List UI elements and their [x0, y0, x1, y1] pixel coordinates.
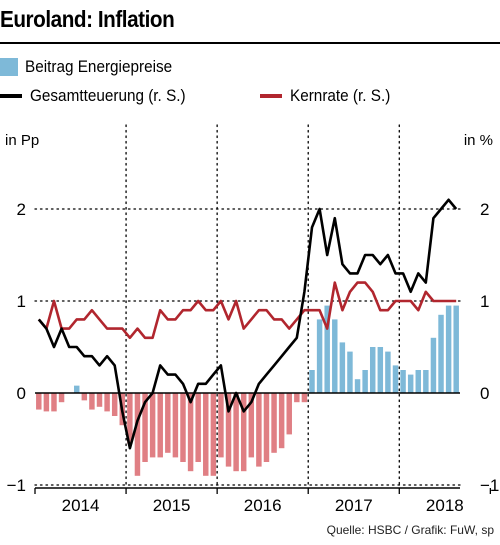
energy-bar: [385, 351, 391, 393]
y-left-tick-label: −1: [7, 476, 26, 495]
legend-label-core: Kernrate (r. S.): [290, 86, 391, 105]
y-left-tick-label: 2: [17, 200, 26, 219]
energy-bar: [248, 393, 255, 458]
source-note: Quelle: HSBC / Grafik: FuW, sp: [326, 523, 494, 537]
energy-bar: [195, 393, 201, 462]
energy-bar: [316, 319, 323, 393]
energy-bar: [256, 393, 262, 467]
legend-item-core: Kernrate (r. S.): [260, 84, 401, 108]
y-left-tick-label: 0: [17, 384, 26, 403]
energy-bar: [339, 342, 346, 393]
energy-bar: [233, 393, 239, 472]
energy-bar: [301, 393, 308, 403]
y-right-unit: in %: [464, 132, 493, 149]
energy-bar: [81, 393, 88, 401]
x-tick-label: 2016: [244, 496, 282, 515]
x-tick-label: 2017: [335, 496, 373, 515]
y-right-tick-label: 0: [480, 384, 489, 403]
energy-bar: [96, 393, 103, 407]
y-left-tick-label: 1: [17, 292, 26, 311]
legend-swatch-total: [0, 94, 22, 98]
energy-bar: [157, 393, 163, 458]
energy-bar: [180, 393, 186, 462]
y-right-tick-label: 2: [480, 200, 489, 219]
x-tick-label: 2015: [153, 496, 191, 515]
energy-bar: [104, 393, 110, 412]
energy-bar: [263, 393, 270, 462]
energy-bar: [43, 393, 50, 412]
energy-bar: [347, 351, 353, 393]
energy-bar: [111, 393, 118, 416]
energy-bar: [240, 393, 247, 472]
energy-bar: [362, 370, 368, 393]
energy-bar: [294, 393, 300, 403]
energy-bar: [453, 305, 459, 393]
energy-bar: [271, 393, 277, 453]
energy-bar: [332, 319, 338, 393]
legend-label-energy: Beitrag Energiepreise: [25, 57, 173, 76]
energy-bar: [324, 305, 330, 393]
energy-bar: [438, 314, 444, 393]
legend-swatch-energy: [0, 58, 18, 76]
axes: 2014 2015 2016 2017 2018 2 2 1 1 0 0 −1 −1 in Pp in %: [5, 132, 499, 515]
energy-bar: [58, 393, 65, 403]
energy-bar: [51, 393, 57, 412]
energy-bar: [430, 337, 437, 393]
x-tick-label: 2018: [426, 496, 464, 515]
energy-bar: [415, 370, 421, 393]
bars-energy: [36, 305, 459, 476]
energy-bar: [127, 393, 133, 444]
energy-bar: [423, 370, 429, 393]
energy-bar: [309, 370, 315, 393]
core-line: [37, 281, 457, 340]
grid: [34, 124, 461, 489]
energy-bar: [89, 393, 95, 410]
energy-bar: [36, 393, 42, 410]
energy-bar: [172, 393, 179, 458]
energy-bar: [407, 374, 414, 393]
energy-bar: [165, 393, 171, 453]
energy-bar: [278, 393, 285, 449]
energy-bar: [74, 385, 80, 393]
x-tick-label: 2014: [62, 496, 100, 515]
energy-bar: [286, 393, 292, 435]
energy-bar: [149, 393, 156, 458]
title-rule: [0, 42, 500, 44]
energy-bar: [142, 393, 148, 462]
legend-item-total: Gesamtteuerung (r. S.): [0, 84, 203, 108]
energy-bar: [400, 370, 406, 393]
y-left-unit: in Pp: [5, 132, 39, 149]
energy-bar: [187, 393, 194, 472]
legend-item-energy: Beitrag Energiepreise: [0, 55, 188, 79]
energy-bar: [218, 393, 224, 458]
energy-bar: [203, 393, 209, 476]
y-right-tick-label: 1: [480, 292, 489, 311]
legend-label-total: Gesamtteuerung (r. S.): [30, 86, 186, 105]
energy-bar: [354, 379, 361, 393]
chart-title: Euroland: Inflation: [0, 6, 175, 32]
energy-bar: [210, 393, 217, 476]
energy-bar: [445, 305, 452, 393]
energy-bar: [134, 393, 141, 476]
energy-bar: [377, 347, 384, 393]
energy-bar: [225, 393, 232, 467]
energy-bar: [369, 347, 376, 393]
legend-swatch-core: [260, 94, 282, 98]
chart-plot: 2014 2015 2016 2017 2018 2 2 1 1 0 0 −1 −1 in Pp in %: [5, 124, 499, 515]
lines: [37, 198, 458, 450]
total-line: [37, 198, 458, 450]
y-right-tick-label: −1: [480, 476, 499, 495]
energy-bar: [392, 365, 399, 393]
